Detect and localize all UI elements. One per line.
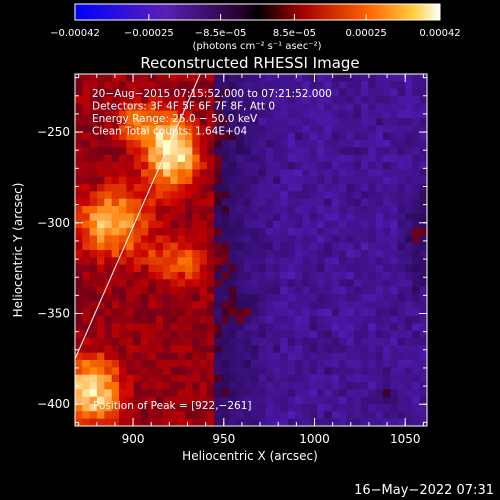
y-tick-label: −250	[37, 125, 70, 139]
x-axis-label: Heliocentric X (arcsec)	[182, 449, 318, 463]
colorbar-tick-label: −0.00025	[124, 28, 174, 39]
x-tick-label: 1050	[390, 432, 421, 446]
plot-frame	[74, 73, 428, 427]
colorbar-tick-label: 8.5e−05	[273, 28, 316, 39]
y-tick-label: −400	[37, 397, 70, 411]
annotation-line: Clean Total counts: 1.64E+04	[92, 126, 247, 138]
colorbar-tick-label: 0.00042	[419, 28, 460, 39]
colorbar-tick-label: −8.5e−05	[195, 28, 247, 39]
chart-title: Reconstructed RHESSI Image	[140, 54, 359, 72]
colorbar-tick-label: −0.00042	[50, 28, 100, 39]
annotation-line: 20−Aug−2015 07:15:52.000 to 07:21:52.000	[92, 88, 332, 100]
colorbar	[74, 3, 441, 21]
heatmap-image	[75, 74, 427, 426]
y-tick-label: −300	[37, 216, 70, 230]
colorbar-unit-label: (photons cm⁻² s⁻¹ asec⁻²)	[192, 41, 321, 52]
x-tick-label: 1000	[299, 432, 330, 446]
x-tick-label: 900	[122, 432, 145, 446]
limb-line	[75, 74, 201, 360]
y-axis-label: Heliocentric Y (arcsec)	[11, 183, 25, 318]
colorbar-ticks: −0.00042 −0.00025 −8.5e−05 8.5e−05 0.00025 0.…	[50, 14, 461, 39]
colorbar-tick-label: 0.00025	[345, 28, 386, 39]
annotation-line: Detectors: 3F 4F 5F 6F 7F 8F, Att 0	[92, 101, 275, 113]
annotation-line: Energy Range: 25.0 − 50.0 keV	[92, 113, 258, 125]
y-tick-label: −350	[37, 307, 70, 321]
x-tick-label: 950	[212, 432, 235, 446]
y-axis-ticks: −250 −300 −350 −400	[37, 77, 427, 423]
footer-timestamp: 16−May−2022 07:31	[354, 483, 494, 498]
peak-annotation: Position of Peak = [922,−261]	[93, 400, 252, 412]
annotations: 20−Aug−2015 07:15:52.000 to 07:21:52.000…	[92, 88, 332, 412]
x-axis-ticks: 900 950 1000 1050	[78, 74, 424, 446]
